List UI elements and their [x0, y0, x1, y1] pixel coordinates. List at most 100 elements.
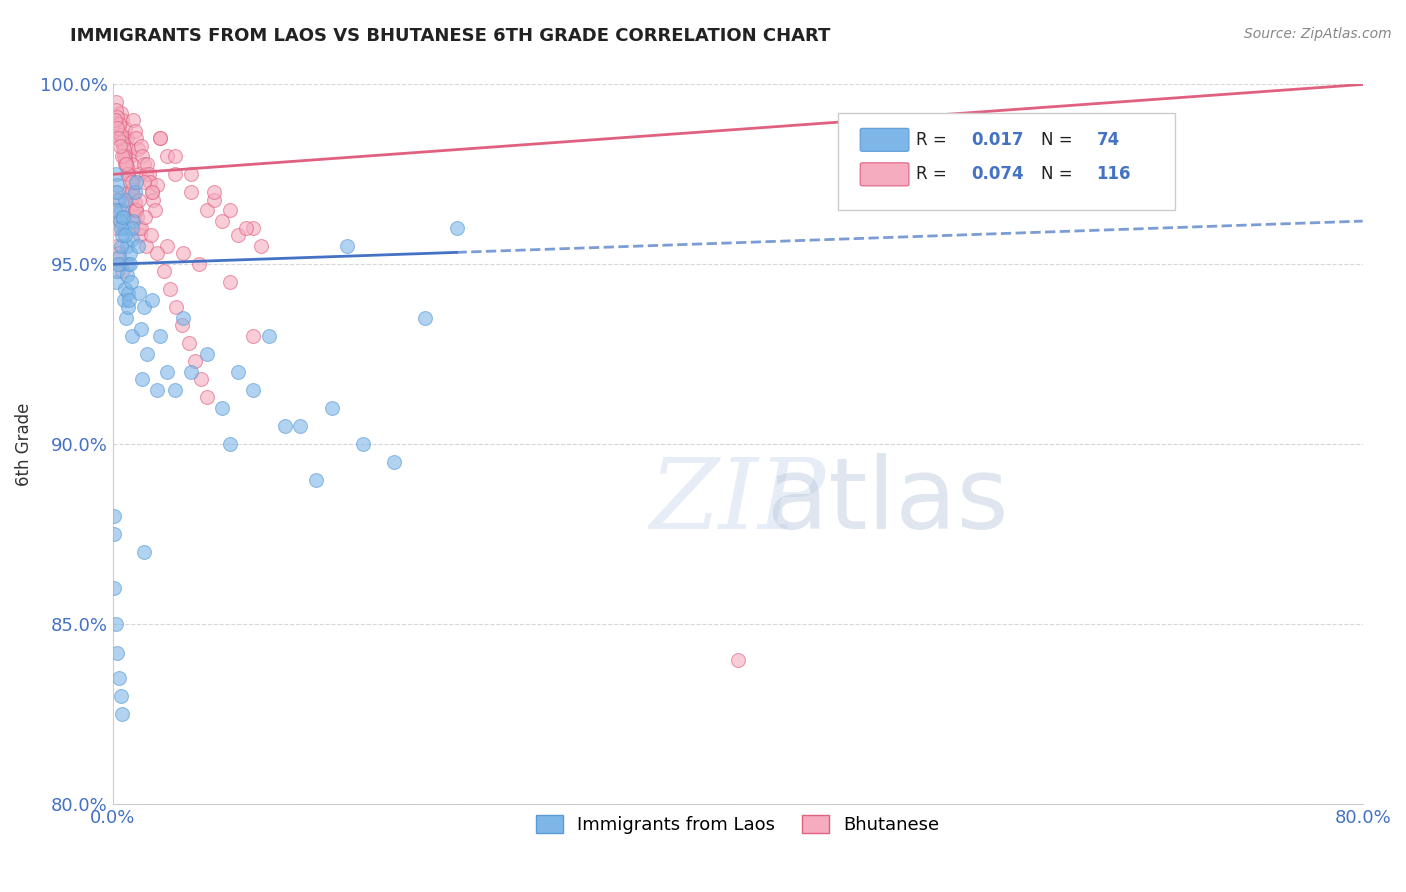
Point — [125, 203, 148, 218]
Point — [121, 232, 143, 246]
Point — [107, 131, 129, 145]
Point — [104, 275, 127, 289]
Point — [125, 203, 148, 218]
Point — [104, 103, 127, 117]
Point — [180, 365, 202, 379]
Point — [111, 113, 134, 128]
Point — [108, 120, 131, 135]
Point — [114, 156, 136, 170]
Point — [180, 167, 202, 181]
Point — [382, 455, 405, 469]
Point — [112, 131, 135, 145]
Point — [115, 311, 138, 326]
Point — [110, 221, 132, 235]
Point — [108, 671, 131, 685]
Point — [105, 193, 128, 207]
Point — [117, 142, 139, 156]
Point — [107, 257, 129, 271]
Point — [114, 149, 136, 163]
Point — [146, 246, 169, 260]
Point — [141, 186, 163, 200]
Point — [132, 545, 155, 559]
Point — [242, 221, 264, 235]
Point — [257, 329, 280, 343]
Legend: Immigrants from Laos, Bhutanese: Immigrants from Laos, Bhutanese — [536, 814, 939, 834]
Point — [219, 275, 242, 289]
Y-axis label: 6th Grade: 6th Grade — [15, 402, 32, 486]
Point — [128, 285, 150, 300]
Point — [114, 193, 136, 207]
Point — [115, 131, 138, 145]
Point — [127, 239, 149, 253]
Point — [111, 135, 134, 149]
Point — [120, 275, 142, 289]
Point — [104, 203, 127, 218]
Point — [235, 221, 257, 235]
FancyBboxPatch shape — [838, 113, 1175, 211]
Point — [145, 383, 167, 397]
Point — [121, 221, 143, 235]
Text: R =: R = — [917, 131, 952, 149]
Point — [139, 228, 162, 243]
Point — [107, 239, 129, 253]
Point — [103, 527, 125, 541]
Point — [103, 581, 125, 595]
Point — [124, 186, 146, 200]
Point — [108, 250, 131, 264]
Text: ZIP: ZIP — [650, 454, 825, 549]
Point — [127, 142, 149, 156]
Point — [177, 336, 200, 351]
Point — [152, 264, 174, 278]
Point — [124, 196, 146, 211]
Point — [122, 211, 145, 225]
Point — [110, 239, 132, 253]
Point — [172, 318, 194, 333]
Point — [121, 175, 143, 189]
Point — [114, 282, 136, 296]
Point — [111, 706, 134, 721]
Point — [108, 214, 131, 228]
Point — [111, 138, 134, 153]
Point — [122, 113, 145, 128]
Text: N =: N = — [1042, 165, 1078, 184]
Point — [135, 239, 157, 253]
Point — [156, 365, 179, 379]
Text: R =: R = — [917, 165, 952, 184]
Point — [159, 282, 181, 296]
Point — [115, 268, 138, 282]
Point — [195, 390, 218, 404]
Point — [336, 239, 359, 253]
Point — [242, 329, 264, 343]
Point — [108, 138, 131, 153]
Point — [115, 156, 138, 170]
Point — [141, 186, 163, 200]
Point — [290, 419, 312, 434]
Point — [156, 149, 179, 163]
Point — [131, 372, 153, 386]
Point — [115, 156, 138, 170]
Point — [121, 182, 143, 196]
Point — [149, 329, 172, 343]
Point — [114, 228, 136, 243]
Point — [108, 246, 131, 260]
Point — [190, 372, 212, 386]
Point — [132, 156, 155, 170]
Point — [321, 401, 343, 415]
Point — [305, 473, 328, 487]
Point — [122, 214, 145, 228]
Point — [149, 131, 172, 145]
Text: 0.074: 0.074 — [972, 165, 1024, 184]
Text: Source: ZipAtlas.com: Source: ZipAtlas.com — [1244, 27, 1392, 41]
Point — [211, 214, 233, 228]
Point — [413, 311, 436, 326]
Point — [118, 175, 141, 189]
Point — [142, 193, 165, 207]
Point — [125, 131, 148, 145]
Point — [135, 167, 157, 181]
Point — [132, 301, 155, 315]
Point — [143, 203, 166, 218]
Point — [110, 257, 132, 271]
Point — [111, 211, 134, 225]
Point — [112, 293, 135, 308]
Point — [111, 228, 134, 243]
